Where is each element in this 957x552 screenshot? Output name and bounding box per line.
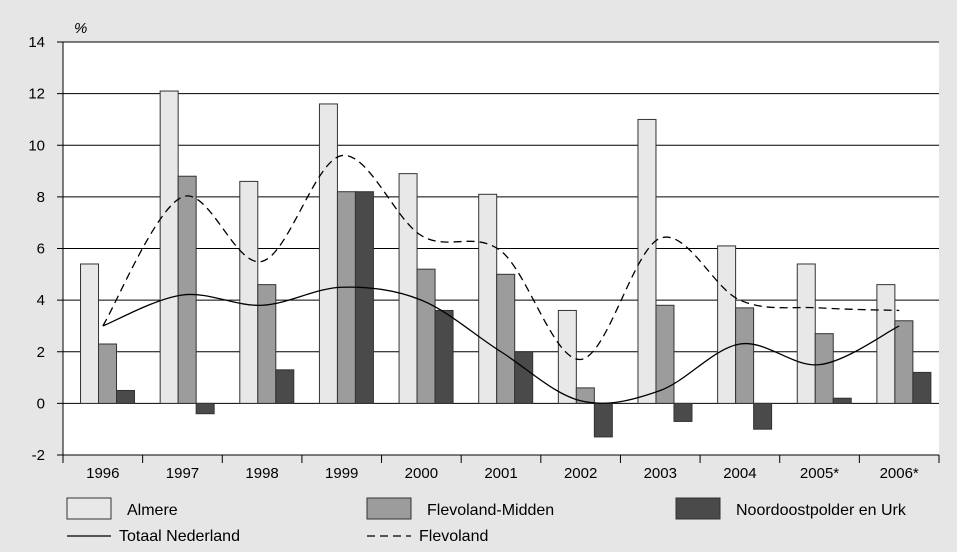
x-tick-label: 2002 — [564, 465, 597, 482]
bar-flevoland-midden — [894, 320, 914, 404]
y-axis-label: % — [74, 20, 87, 37]
bar-flevoland-midden — [735, 307, 755, 404]
bar-flevoland-midden — [177, 175, 197, 404]
bar-noordoostpolder-en-urk — [354, 191, 374, 404]
bar-almere — [557, 309, 577, 404]
x-tick-label: 2004 — [723, 465, 756, 482]
bar-noordoostpolder-en-urk — [514, 351, 534, 404]
x-tick-label: 1999 — [325, 465, 358, 482]
bar-noordoostpolder-en-urk — [195, 402, 215, 415]
x-tick-label: 2001 — [484, 465, 517, 482]
x-axis-ticks: 1996 1997 1998 1999 2000 2001 2002 2003 2004 2005… — [62, 455, 940, 482]
x-tick-label: 2006* — [880, 465, 919, 482]
bar-almere — [796, 263, 816, 404]
line-totaal-nederland — [102, 286, 900, 404]
legend-label-almere: Almere — [127, 502, 178, 519]
bar-flevoland-midden — [655, 304, 675, 404]
bar-flevoland-midden — [496, 273, 516, 404]
x-tick-label: 1996 — [86, 465, 119, 482]
y-tick-label: 4 — [37, 292, 45, 309]
bar-noordoostpolder-en-urk — [673, 402, 693, 422]
bar-flevoland-midden — [416, 268, 436, 404]
legend-swatch-almere — [66, 497, 112, 520]
line-flevoland — [102, 154, 900, 361]
bar-almere — [637, 118, 657, 404]
bar-almere — [80, 263, 100, 404]
bar-noordoostpolder-en-urk — [275, 369, 295, 404]
y-tick-label: 8 — [37, 189, 45, 206]
y-tick-label: 0 — [37, 395, 45, 412]
legend-label-totaal-nederland: Totaal Nederland — [119, 528, 240, 545]
bar-almere — [876, 284, 896, 404]
bar-noordoostpolder-en-urk — [116, 389, 136, 404]
bar-flevoland-midden — [98, 343, 118, 404]
bar-flevoland-midden — [575, 387, 595, 404]
legend: Almere Flevoland-Midden Noordoostpolder en… — [66, 497, 907, 545]
bar-almere — [239, 180, 259, 404]
lines — [102, 154, 900, 404]
bar-noordoostpolder-en-urk — [434, 309, 454, 404]
y-tick-label: 2 — [37, 344, 45, 361]
bar-almere — [478, 193, 498, 404]
y-tick-label: 14 — [28, 34, 45, 51]
y-tick-label: 6 — [37, 241, 45, 258]
legend-swatch-flevoland-midden — [366, 497, 412, 520]
y-axis-ticks: -2 0 2 4 6 8 10 12 14 — [28, 34, 45, 464]
x-tick-label: 1998 — [245, 465, 278, 482]
legend-label-flevoland: Flevoland — [419, 528, 488, 545]
bar-flevoland-midden — [257, 284, 277, 404]
legend-label-flevoland-midden: Flevoland-Midden — [427, 502, 554, 519]
bar-almere — [398, 173, 418, 404]
x-tick-label: 2000 — [405, 465, 438, 482]
bar-almere — [159, 90, 179, 404]
x-tick-label: 1997 — [166, 465, 199, 482]
bar-noordoostpolder-en-urk — [753, 402, 773, 430]
bar-flevoland-midden — [336, 191, 356, 404]
y-tick-label: 10 — [28, 137, 45, 154]
bar-noordoostpolder-en-urk — [593, 402, 613, 438]
y-tick-label: -2 — [32, 447, 45, 464]
x-tick-label: 2005* — [800, 465, 839, 482]
bar-flevoland-midden — [814, 333, 834, 404]
y-tick-label: 12 — [28, 86, 45, 103]
bar-almere — [318, 103, 338, 404]
bar-noordoostpolder-en-urk — [832, 397, 852, 404]
legend-swatch-noordoostpolder-en-urk — [675, 497, 721, 520]
x-tick-label: 2003 — [644, 465, 677, 482]
bar-noordoostpolder-en-urk — [912, 371, 932, 404]
legend-label-noordoostpolder-en-urk: Noordoostpolder en Urk — [736, 502, 907, 519]
bar-almere — [717, 245, 737, 404]
